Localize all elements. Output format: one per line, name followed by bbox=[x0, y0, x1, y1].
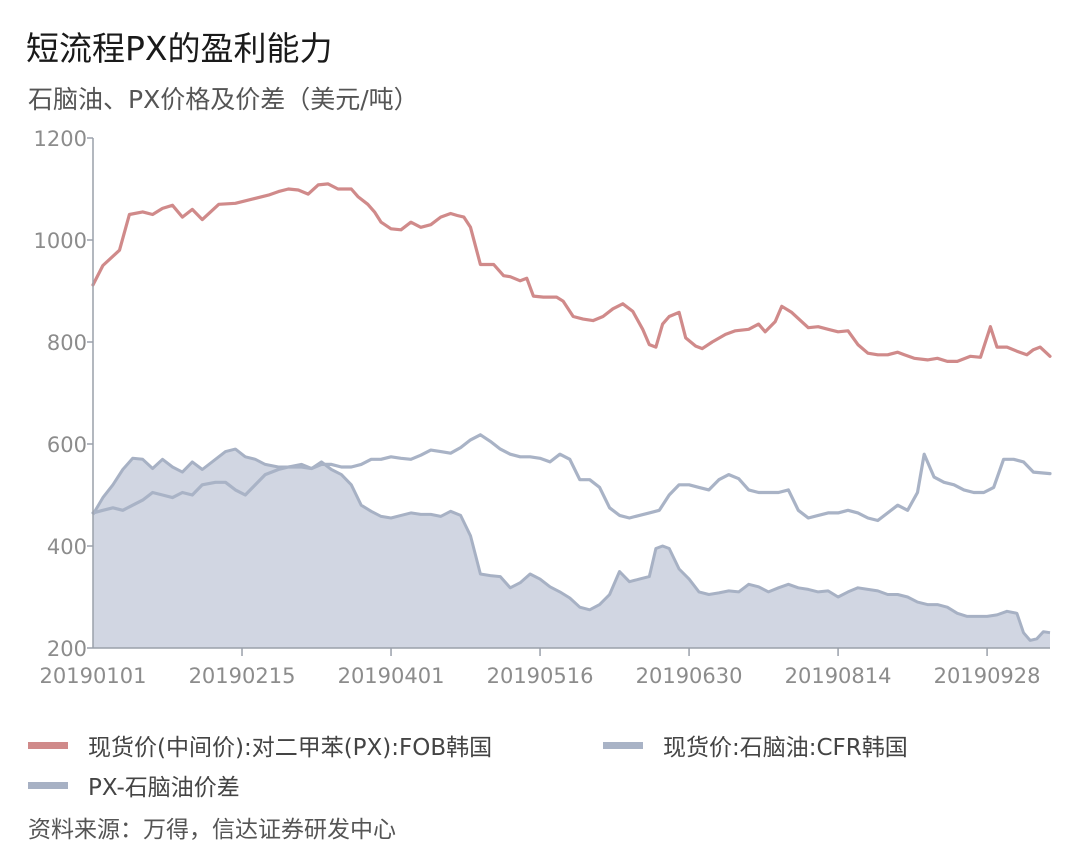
x-tick-label: 20190928 bbox=[934, 664, 1041, 688]
legend-label-naphtha: 现货价:石脑油:CFR韩国 bbox=[663, 735, 908, 761]
y-tick-label: 1000 bbox=[34, 229, 87, 253]
series-naphtha-line bbox=[91, 433, 1052, 523]
source-note: 资料来源：万得，信达证券研发中心 bbox=[28, 817, 396, 843]
series-px-line bbox=[91, 182, 1052, 363]
y-tick-label: 1200 bbox=[34, 127, 87, 151]
y-tick-label: 400 bbox=[47, 535, 87, 559]
y-tick-label: 800 bbox=[47, 331, 87, 355]
x-tick-label: 20190101 bbox=[40, 664, 147, 688]
legend-swatch-spread bbox=[28, 781, 68, 789]
chart-title: 短流程PX的盈利能力 bbox=[26, 29, 333, 68]
x-tick-label: 20190516 bbox=[487, 664, 594, 688]
legend-label-spread: PX-石脑油价差 bbox=[88, 775, 240, 801]
x-tick-label: 20190630 bbox=[636, 664, 743, 688]
legend-item-spread: PX-石脑油价差 bbox=[28, 768, 240, 802]
legend-swatch-naphtha bbox=[603, 741, 643, 749]
legend-item-naphtha: 现货价:石脑油:CFR韩国 bbox=[603, 728, 908, 762]
legend-label-px: 现货价(中间价):对二甲苯(PX):FOB韩国 bbox=[88, 735, 493, 761]
y-tick-label: 600 bbox=[47, 433, 87, 457]
y-tick-label: 200 bbox=[47, 637, 87, 661]
series-spread-area bbox=[93, 449, 1050, 648]
legend-item-px: 现货价(中间价):对二甲苯(PX):FOB韩国 bbox=[28, 728, 492, 762]
x-tick-label: 20190401 bbox=[338, 664, 445, 688]
x-tick-label: 20190215 bbox=[189, 664, 296, 688]
chart-subtitle: 石脑油、PX价格及价差（美元/吨） bbox=[28, 85, 419, 114]
x-tick-label: 20190814 bbox=[785, 664, 892, 688]
legend-swatch-px bbox=[28, 741, 68, 749]
series-spread-line bbox=[91, 447, 1051, 642]
